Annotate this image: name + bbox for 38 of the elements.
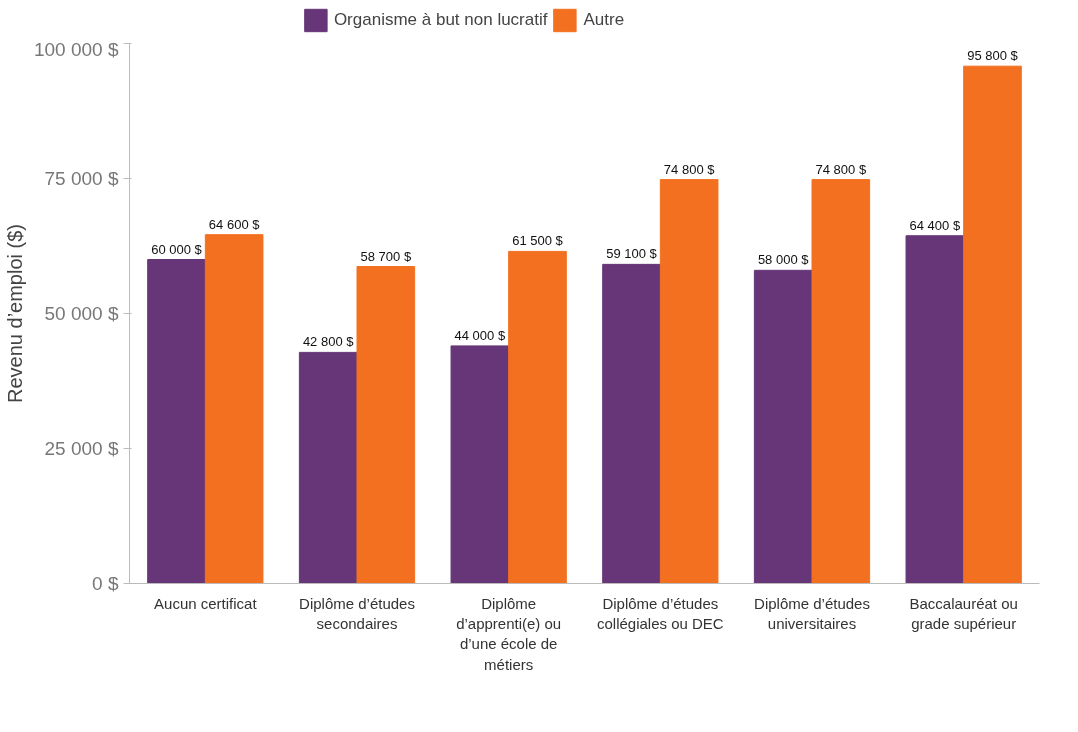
bar xyxy=(298,351,358,584)
bar xyxy=(204,234,264,584)
bar xyxy=(963,65,1022,584)
x-tick-label: Diplôme d’études secondaires xyxy=(299,594,415,632)
x-tick-label: Baccalauréat ou grade supérieur xyxy=(909,594,1018,632)
y-tick-label: 25 000 $ xyxy=(44,438,119,459)
legend-label: Autre xyxy=(583,10,625,30)
bar xyxy=(450,345,510,584)
data-label: 74 800 $ xyxy=(663,161,716,177)
data-label: 44 000 $ xyxy=(454,327,506,343)
bar xyxy=(811,179,871,584)
data-label: 74 800 $ xyxy=(815,161,867,177)
x-tick-label: Diplôme d’études collégiales ou DEC xyxy=(596,594,724,632)
bar xyxy=(905,235,965,584)
legend-label: Organisme à but non lucratif xyxy=(333,10,548,30)
y-tick-label: 50 000 $ xyxy=(44,303,119,324)
bar xyxy=(602,263,661,584)
data-label: 42 800 $ xyxy=(302,334,355,350)
bar xyxy=(753,269,813,584)
y-axis-title: Revenu d’emploi ($) xyxy=(3,224,26,403)
x-tick-label: Diplôme d’études universitaires xyxy=(754,594,870,632)
data-label: 64 600 $ xyxy=(208,216,261,232)
bar xyxy=(659,179,719,584)
bar xyxy=(356,266,416,584)
x-tick-label: Aucun certificat xyxy=(154,594,258,612)
data-label: 58 700 $ xyxy=(360,248,412,264)
x-tick-label: Diplôme d’apprenti(e) ou d’une école de métiers xyxy=(456,594,562,673)
data-label: 95 800 $ xyxy=(967,48,1019,64)
bar xyxy=(147,259,206,584)
data-label: 64 400 $ xyxy=(909,217,961,233)
data-label: 60 000 $ xyxy=(151,241,203,257)
y-tick-label: 75 000 $ xyxy=(44,168,119,189)
y-tick-label: 100 000 $ xyxy=(33,38,119,60)
data-label: 61 500 $ xyxy=(512,233,564,249)
data-label: 58 000 $ xyxy=(757,252,810,268)
data-label: 59 100 $ xyxy=(606,246,658,262)
y-tick-label: 0 $ xyxy=(92,573,119,594)
bar xyxy=(508,250,567,584)
